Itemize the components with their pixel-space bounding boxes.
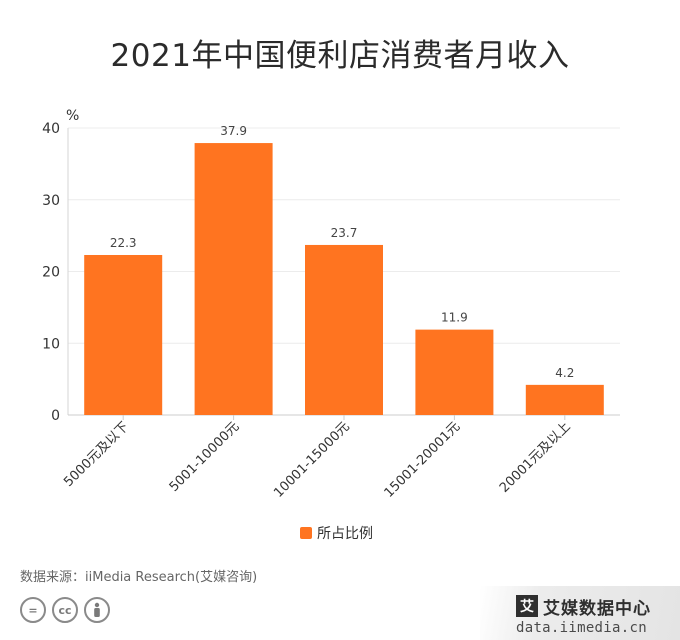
- brand-logo-icon: 艾: [516, 595, 538, 617]
- cc-icon: cc: [52, 597, 78, 623]
- x-tick-label: 15001-20001元: [382, 419, 464, 501]
- data-label: 4.2: [555, 366, 574, 380]
- x-tick-label: 20001元及以上: [497, 419, 574, 496]
- bar: [194, 143, 273, 415]
- brand-watermark: 艾 艾媒数据中心 data.iimedia.cn: [480, 586, 680, 640]
- bar: [84, 254, 163, 415]
- y-tick-label: 0: [51, 408, 60, 424]
- y-tick-label: 30: [42, 193, 60, 209]
- x-tick-label: 5000元及以下: [61, 419, 132, 490]
- brand-url: data.iimedia.cn: [516, 620, 647, 636]
- brand-name: 艾媒数据中心: [543, 599, 651, 619]
- x-tick-label: 10001-15000元: [271, 419, 353, 501]
- y-tick-label: 20: [42, 265, 60, 281]
- person-icon: [84, 597, 110, 623]
- bar: [305, 244, 383, 415]
- x-tick-label: 5001-10000元: [167, 419, 243, 495]
- legend-swatch: [300, 527, 312, 539]
- bar: [525, 384, 604, 415]
- chart-title: 2021年中国便利店消费者月收入: [110, 38, 570, 74]
- y-tick-label: 40: [42, 121, 60, 137]
- legend-label: 所占比例: [317, 526, 373, 542]
- data-source: 数据来源：iiMedia Research(艾媒咨询): [20, 570, 258, 585]
- data-label: 22.3: [110, 236, 137, 250]
- license-icons: = cc: [20, 597, 110, 623]
- y-tick-label: 10: [42, 336, 60, 352]
- bar: [415, 329, 494, 415]
- data-label: 37.9: [220, 124, 247, 138]
- bar-chart: 0 10 20 30 40% 22.3 5000元及以下 37.9 5001-10000元 23.…: [42, 108, 620, 542]
- data-label: 11.9: [441, 311, 468, 325]
- y-axis-label: %: [66, 108, 79, 124]
- nd-icon: =: [20, 597, 46, 623]
- data-label: 23.7: [331, 226, 358, 240]
